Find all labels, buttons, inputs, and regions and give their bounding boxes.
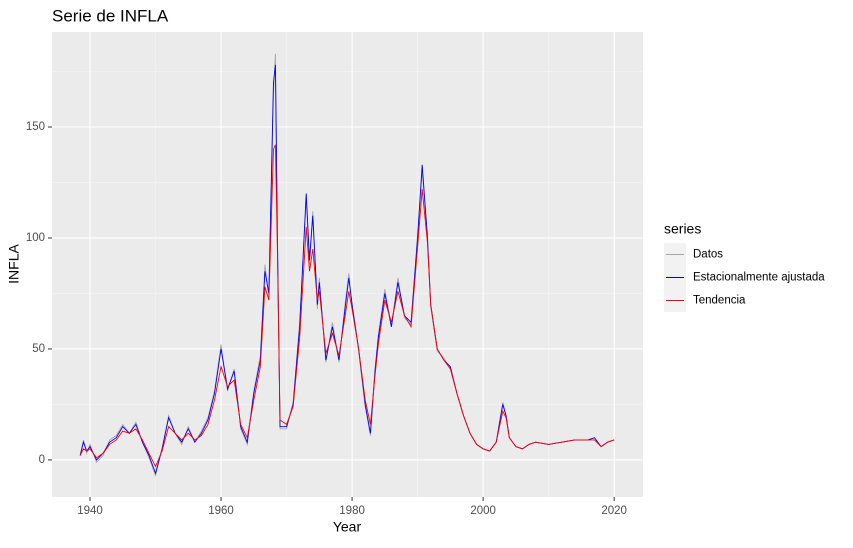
y-tick-label: 50: [32, 343, 45, 355]
x-tick-label: 2020: [601, 505, 627, 517]
panel: [52, 32, 643, 497]
legend-label: Estacionalmente ajustada: [693, 272, 825, 284]
legend-label: Datos: [693, 249, 723, 261]
legend-label: Tendencia: [693, 295, 746, 307]
series-line: [79, 144, 615, 468]
y-axis-title: INFLA: [6, 244, 22, 284]
y-tick-label: 100: [26, 232, 45, 244]
x-tick-label: 2000: [470, 505, 496, 517]
series-line: [79, 64, 615, 475]
x-tick-label: 1960: [208, 505, 234, 517]
x-tick-label: 1940: [77, 505, 103, 517]
x-axis-title: Year: [333, 519, 362, 535]
legend-title: series: [664, 221, 701, 237]
chart-title: Serie de INFLA: [52, 6, 169, 25]
y-tick-label: 0: [39, 454, 45, 466]
y-tick-label: 150: [26, 121, 45, 133]
x-tick-label: 1980: [339, 505, 365, 517]
